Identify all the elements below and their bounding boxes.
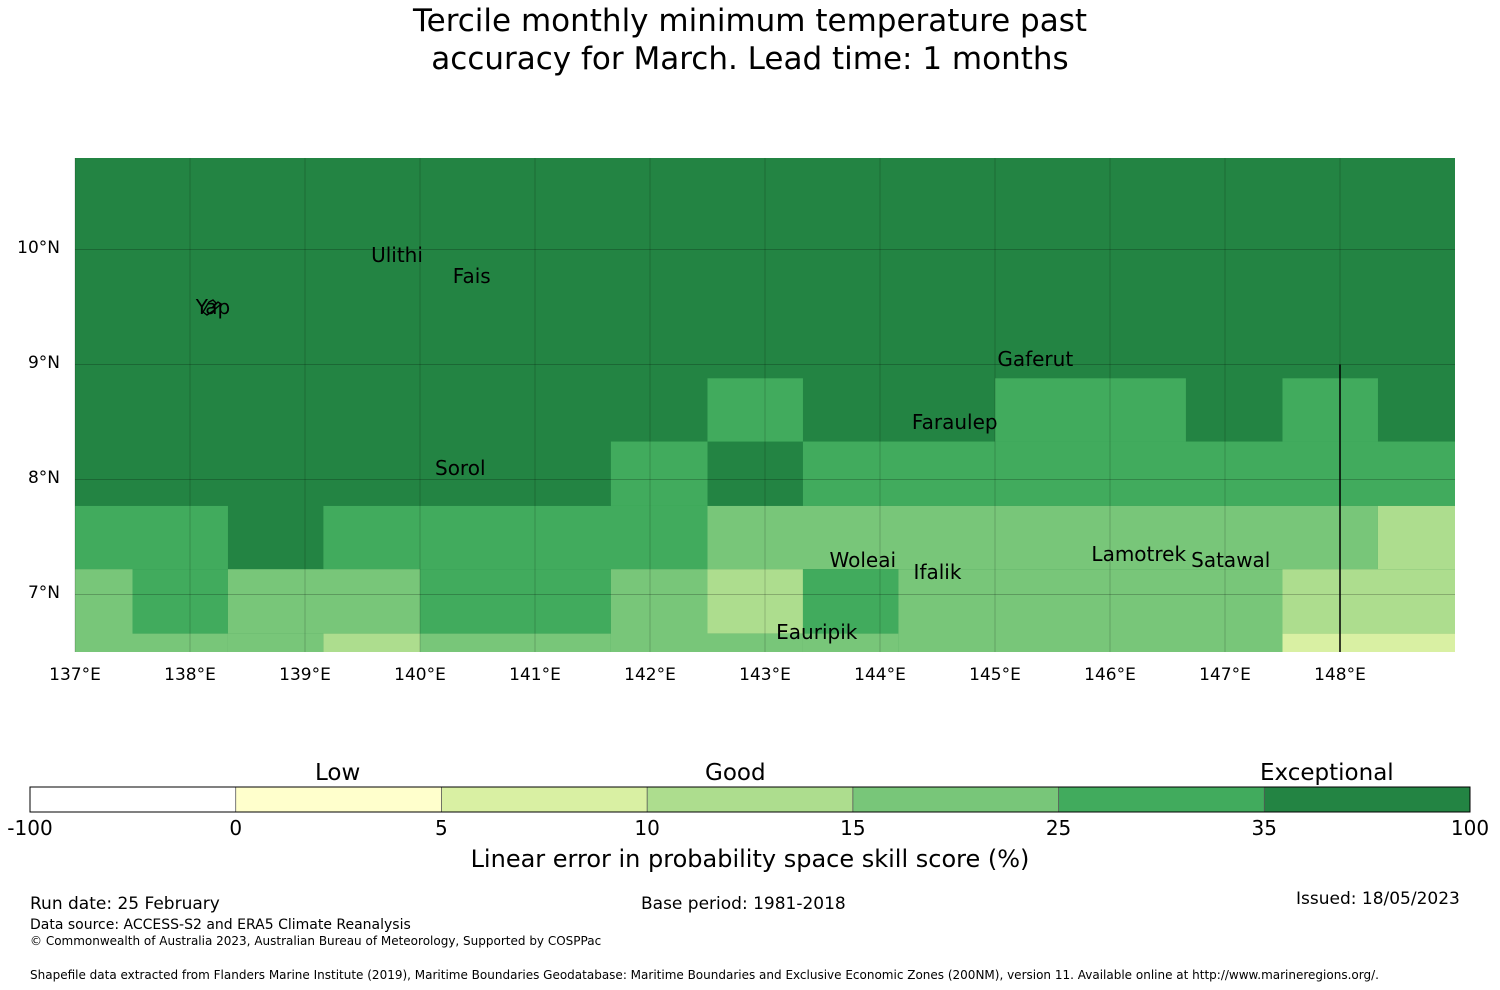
- map-cell-13: [227, 633, 324, 652]
- yap-island-shape: [202, 299, 223, 316]
- map-cell-12: [227, 569, 420, 634]
- colorbar-tick-label: -100: [7, 816, 53, 840]
- lon-tick-label: 147°E: [1199, 665, 1251, 685]
- lon-tick-label: 143°E: [739, 665, 791, 685]
- colorbar-tick-label: 5: [435, 816, 448, 840]
- map-cell-9: [75, 569, 133, 652]
- colorbar-segment-3: [647, 787, 853, 812]
- colorbar-label: Linear error in probability space skill …: [470, 845, 1030, 873]
- lon-tick-label: 142°E: [624, 665, 676, 685]
- colorbar-tick-label: 100: [1450, 816, 1490, 840]
- lon-tick-label: 140°E: [394, 665, 446, 685]
- place-label-eauripik: Eauripik: [776, 620, 858, 645]
- map-cell-11: [132, 633, 228, 652]
- lon-tick-label: 141°E: [509, 665, 561, 685]
- map-cell-24: [1282, 633, 1455, 652]
- maritime-boundary: [202, 299, 1341, 652]
- category-low: Low: [315, 760, 361, 786]
- data-source: Data source: ACCESS-S2 and ERA5 Climate …: [30, 917, 411, 933]
- map-cell-22: [898, 569, 1283, 652]
- lat-tick-label: 10°N: [17, 237, 60, 258]
- map-cell-6: [323, 505, 708, 570]
- lon-tick-label: 138°E: [164, 665, 216, 685]
- map-cell-23: [1282, 569, 1455, 634]
- map-cell-15: [420, 569, 611, 634]
- colorbar-segment-2: [441, 787, 648, 812]
- map-cell-2: [1282, 378, 1378, 442]
- place-label-fais: Fais: [452, 263, 491, 288]
- map-cell-7: [707, 505, 1378, 570]
- place-label-ulithi: Ulithi: [371, 243, 423, 268]
- lon-tick-label: 139°E: [279, 665, 331, 685]
- colorbar-segment-5: [1058, 787, 1265, 812]
- colorbar-tick-label: 35: [1251, 816, 1277, 840]
- place-label-yap: Yap: [195, 295, 231, 319]
- map-cell-21: [802, 633, 899, 652]
- map-cell-20: [802, 569, 899, 634]
- map-cell-10: [132, 569, 228, 634]
- map-cell-1: [995, 378, 1186, 442]
- lat-tick-label: 8°N: [27, 467, 60, 488]
- lon-tick-label: 137°E: [49, 665, 101, 685]
- base-period: Base period: 1981-2018: [641, 894, 846, 914]
- colorbar-tick-label: 0: [229, 816, 243, 840]
- map-cell-0: [707, 378, 803, 442]
- map-gridlines: [74, 158, 1455, 652]
- place-label-satawal: Satawal: [1191, 548, 1271, 572]
- colorbar-segment-0: [30, 787, 236, 812]
- run-date: Run date: 25 February: [30, 894, 220, 914]
- copyright: © Commonwealth of Australia 2023, Austra…: [30, 934, 602, 948]
- place-label-ifalik: Ifalik: [913, 559, 962, 584]
- chart-title: Tercile monthly minimum temperature past…: [0, 2, 1500, 78]
- place-label-woleai: Woleai: [829, 548, 897, 572]
- category-exceptional: Exceptional: [1260, 760, 1394, 786]
- map-cell-17: [610, 569, 708, 652]
- colorbar-segment-6: [1264, 787, 1470, 812]
- colorbar-segment-1: [235, 787, 442, 812]
- place-label-sorol: Sorol: [434, 456, 486, 480]
- map-cell-18: [707, 569, 803, 634]
- map-cell-4: [802, 441, 1455, 506]
- title-line-2: accuracy for March. Lead time: 1 months: [431, 41, 1069, 77]
- place-label-lamotrek: Lamotrek: [1091, 542, 1187, 567]
- lat-tick-label: 7°N: [27, 582, 60, 603]
- map-cell-5: [75, 505, 228, 570]
- map-cell-16: [420, 633, 611, 652]
- issued-date: Issued: 18/05/2023: [1296, 889, 1460, 909]
- lon-tick-label: 145°E: [969, 665, 1021, 685]
- category-good: Good: [705, 760, 766, 786]
- map-cell-3: [610, 441, 708, 506]
- lon-tick-label: 148°E: [1314, 665, 1366, 685]
- lat-tick-label: 9°N: [27, 352, 60, 373]
- title-line-1: Tercile monthly minimum temperature past: [412, 3, 1088, 39]
- colorbar-tick-label: 25: [1045, 816, 1072, 840]
- place-label-faraulep: Faraulep: [911, 410, 998, 434]
- lon-tick-label: 144°E: [854, 665, 906, 685]
- shapefile-credit: Shapefile data extracted from Flanders M…: [30, 968, 1379, 982]
- place-label-gaferut: Gaferut: [997, 346, 1074, 371]
- lon-tick-label: 146°E: [1084, 665, 1136, 685]
- map-cell-8: [1377, 505, 1455, 570]
- colorbar: [29, 786, 1471, 813]
- colorbar-segment-4: [852, 787, 1059, 812]
- map-cell-14: [323, 633, 420, 652]
- colorbar-tick-label: 15: [840, 816, 866, 840]
- map-cells: [75, 158, 1455, 652]
- map-cell-19: [707, 633, 803, 652]
- colorbar-tick-label: 10: [634, 816, 660, 840]
- colorbar-frame: [29, 786, 1471, 813]
